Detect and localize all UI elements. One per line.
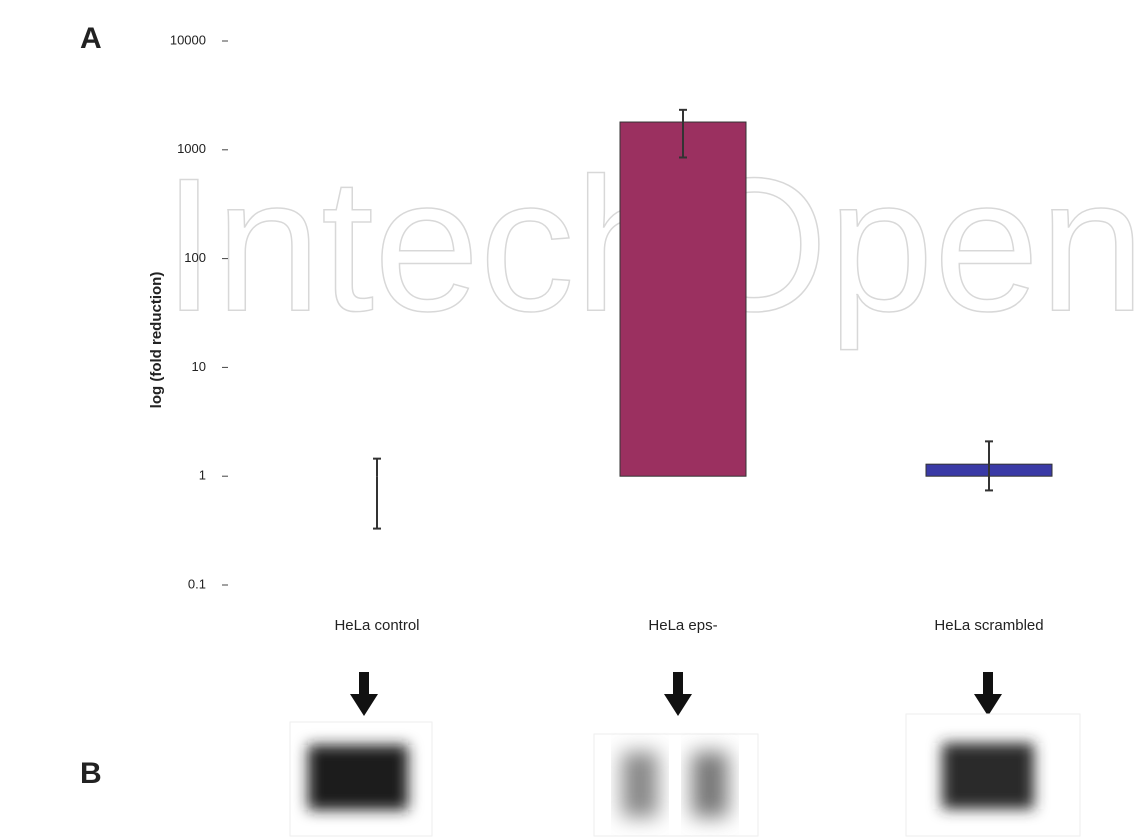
- y-tick-label: 1: [199, 468, 206, 483]
- y-tick-label: 100: [184, 250, 206, 265]
- blot-frame: [593, 733, 759, 837]
- x-tick-label: HeLa scrambled: [934, 617, 1043, 634]
- y-tick-label: 0.1: [188, 576, 206, 591]
- arrow: [664, 672, 692, 716]
- x-tick-label: HeLa eps-: [648, 617, 717, 634]
- y-tick-label: 10: [192, 359, 206, 374]
- arrow: [974, 672, 1002, 716]
- x-tick-label: HeLa control: [334, 617, 419, 634]
- blots: [289, 713, 1081, 837]
- panel-label: B: [80, 757, 102, 790]
- panel-label: A: [80, 22, 102, 55]
- y-axis-label: log (fold reduction): [148, 272, 165, 409]
- y-tick-label: 1000: [177, 141, 206, 156]
- blot-band: [692, 752, 728, 817]
- y-tick-label: 10000: [170, 32, 206, 47]
- blot-band: [308, 745, 408, 810]
- blot-band: [942, 743, 1034, 809]
- blot-band: [622, 752, 658, 817]
- arrows: [350, 672, 1002, 716]
- arrow: [350, 672, 378, 716]
- bar: [619, 121, 747, 477]
